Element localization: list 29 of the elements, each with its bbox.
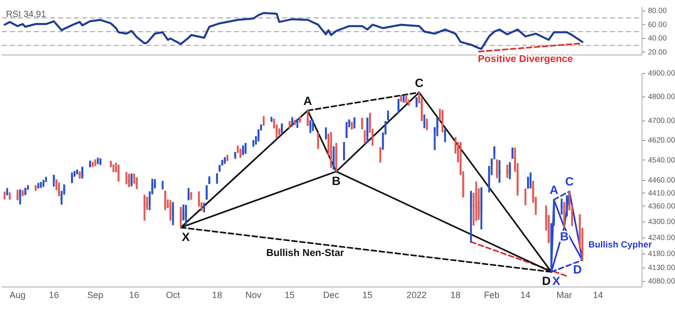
data-label: C — [565, 174, 574, 189]
x-tick-label: Aug — [10, 290, 26, 300]
annotation: Bullish Nen-Star — [266, 248, 344, 260]
data-label: X — [182, 230, 190, 244]
data-label: D — [573, 262, 582, 276]
data-label: B — [332, 174, 341, 188]
data-label: A — [550, 183, 559, 198]
data-label: A — [303, 94, 312, 108]
x-tick-label: 15 — [362, 290, 372, 300]
x-tick-label: 16 — [48, 290, 59, 300]
x-tick-label: Oct — [166, 290, 181, 300]
x-tick-label: Dec — [323, 290, 340, 300]
x-tick-label: 15 — [284, 290, 295, 300]
x-tick-label: 14 — [592, 290, 603, 300]
x-tick-label: 2022 — [406, 290, 427, 300]
x-tick-label: 18 — [450, 290, 460, 300]
x-tick-label: 14 — [520, 290, 530, 300]
x-tick-label: Mar — [556, 290, 572, 300]
chart-title: RSI 34.91 — [6, 8, 46, 19]
annotation: Bullish Cypher — [588, 240, 652, 250]
x-tick-label: Feb — [484, 290, 500, 300]
annotation: Positive Divergence — [478, 54, 574, 65]
x-tick-label: Sep — [87, 290, 104, 300]
data-label: C — [414, 76, 424, 90]
data-label: X — [552, 274, 560, 288]
x-tick-label: 16 — [129, 290, 140, 300]
x-tick-label: 18 — [212, 290, 222, 300]
data-label: D — [542, 274, 551, 288]
x-tick-label: Nov — [245, 290, 262, 300]
